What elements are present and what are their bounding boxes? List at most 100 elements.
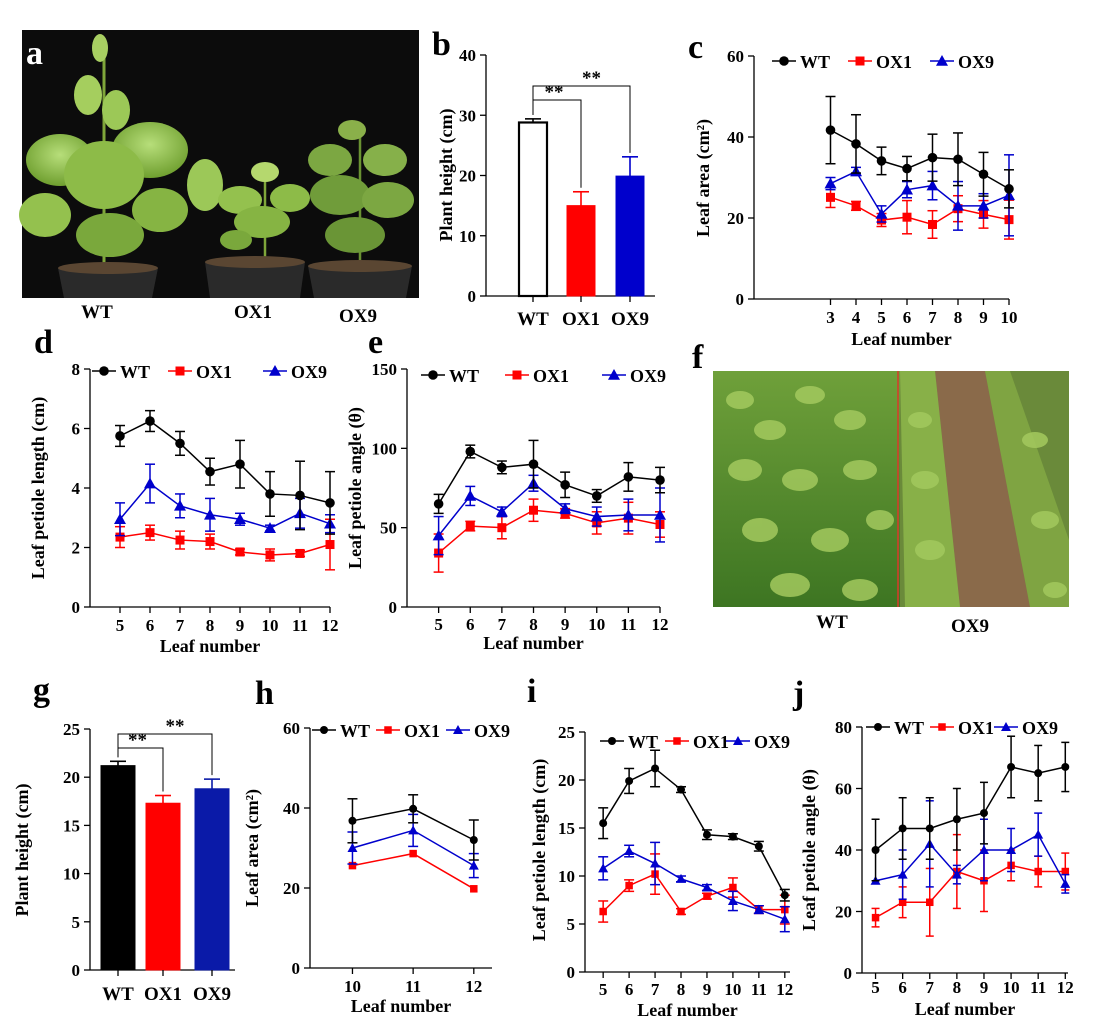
x-tick-label: 7 — [928, 308, 937, 327]
legend-ox1: OX1 — [665, 732, 729, 752]
bar-ox1 — [566, 205, 596, 297]
x-tick-label: 6 — [146, 616, 155, 635]
series-ox9 — [432, 474, 666, 556]
series-wt — [598, 749, 790, 902]
ox9-point — [468, 860, 479, 870]
legend-wt: WT — [421, 366, 479, 386]
bar-wt — [517, 121, 549, 298]
x-axis-label: Leaf number — [851, 329, 952, 349]
wt-point — [851, 139, 861, 149]
y-tick-label: 5 — [567, 915, 576, 934]
ox1-point — [928, 219, 937, 229]
ox9-point — [733, 736, 743, 745]
bar-ox9 — [194, 788, 230, 971]
x-axis-label: Leaf number — [915, 999, 1016, 1019]
x-tick-label: 11 — [405, 977, 421, 996]
ox9-point — [654, 508, 666, 520]
x-tick-label: 10 — [344, 977, 361, 996]
ox9-point — [408, 825, 419, 835]
y-tick-label: 20 — [63, 768, 80, 787]
wt-point — [599, 819, 608, 828]
ox1-point — [409, 849, 417, 858]
series-ox1 — [348, 849, 478, 893]
ox9-point — [624, 846, 635, 856]
y-tick-label: 20 — [558, 771, 575, 790]
ox9-point — [204, 508, 216, 520]
y-tick-label: 8 — [72, 360, 81, 379]
legend-ox9: OX9 — [263, 362, 327, 382]
series-line — [602, 767, 786, 896]
bar-wt — [100, 765, 136, 971]
wt-point — [115, 431, 125, 441]
significance-label: ** — [166, 716, 185, 737]
legend-label: OX9 — [630, 366, 666, 386]
ox9-point — [347, 843, 358, 852]
y-tick-label: 10 — [459, 227, 476, 246]
legend-wt: WT — [866, 718, 924, 738]
x-tick-label: 5 — [116, 616, 125, 635]
x-tick-label: 10 — [262, 616, 279, 635]
x-tick-label: 5 — [871, 978, 880, 997]
ox1-point — [205, 537, 215, 547]
ox9-point — [1006, 845, 1017, 854]
legend-label: OX9 — [1022, 718, 1058, 738]
x-axis-label: Leaf number — [637, 1000, 738, 1020]
wt-point — [655, 475, 665, 485]
legend-wt: WT — [772, 52, 830, 72]
x-tick-label: 11 — [292, 616, 308, 635]
y-tick-label: 60 — [283, 719, 300, 738]
ox1-point — [703, 892, 711, 900]
chart-j: 0 20 40 60 80 Leaf petiole angle (θ) 5 6 7 8 9 10 11… — [799, 718, 1074, 1019]
y-tick-label: 60 — [835, 780, 852, 799]
photo-a — [19, 30, 419, 298]
wt-plant — [19, 34, 223, 270]
legend-label: WT — [449, 366, 479, 386]
ox1-point — [855, 56, 865, 66]
ox1-point — [938, 723, 946, 731]
series-line — [875, 766, 1066, 851]
ox1-plant — [218, 162, 310, 268]
wt-point — [754, 842, 763, 851]
legend-label: OX1 — [533, 366, 569, 386]
legend-ox9: OX9 — [726, 732, 790, 752]
wt-point — [175, 438, 185, 449]
x-tick-label: OX1 — [144, 984, 182, 1005]
series-line — [875, 833, 1066, 885]
series-line — [438, 482, 660, 537]
y-tick-label: 20 — [835, 903, 852, 922]
y-tick-label: 0 — [468, 287, 477, 306]
y-tick-label: 40 — [283, 799, 300, 818]
wt-point — [902, 163, 912, 174]
y-tick-label: 6 — [72, 420, 81, 439]
ox9-point — [174, 499, 186, 511]
photo-f-label-wt: WT — [816, 612, 848, 633]
wt-point — [702, 830, 711, 839]
y-axis-label: Leaf area (cm²) — [693, 119, 714, 237]
ox9-point — [464, 489, 477, 501]
ox9-point — [650, 858, 661, 868]
x-tick-label: OX9 — [611, 309, 649, 330]
panel-label-a: a — [26, 35, 43, 72]
x-tick-label: 7 — [498, 615, 507, 634]
wt-point — [205, 466, 215, 477]
wt-point — [925, 824, 934, 833]
wt-point — [779, 56, 789, 66]
x-tick-label: 6 — [898, 978, 907, 997]
ox1-point — [512, 370, 522, 380]
y-tick-label: 25 — [63, 720, 80, 739]
x-tick-label: 8 — [953, 978, 962, 997]
significance-bracket — [117, 733, 213, 776]
legend-wt: WT — [312, 721, 370, 741]
series-line — [875, 864, 1066, 919]
ox1-point — [871, 913, 880, 922]
y-axis-label: Leaf petiole angle (θ) — [799, 769, 820, 931]
chart-h: 0 20 40 60 Leaf area (cm²) 10 11 12 Leaf number W… — [242, 719, 510, 1016]
wt-point — [528, 459, 539, 470]
ox1-point — [1034, 867, 1042, 876]
ox1-point — [729, 883, 737, 892]
wt-point — [145, 416, 155, 426]
ox9-point — [114, 513, 126, 525]
legend-label: OX1 — [876, 52, 912, 72]
wt-point — [428, 370, 438, 380]
